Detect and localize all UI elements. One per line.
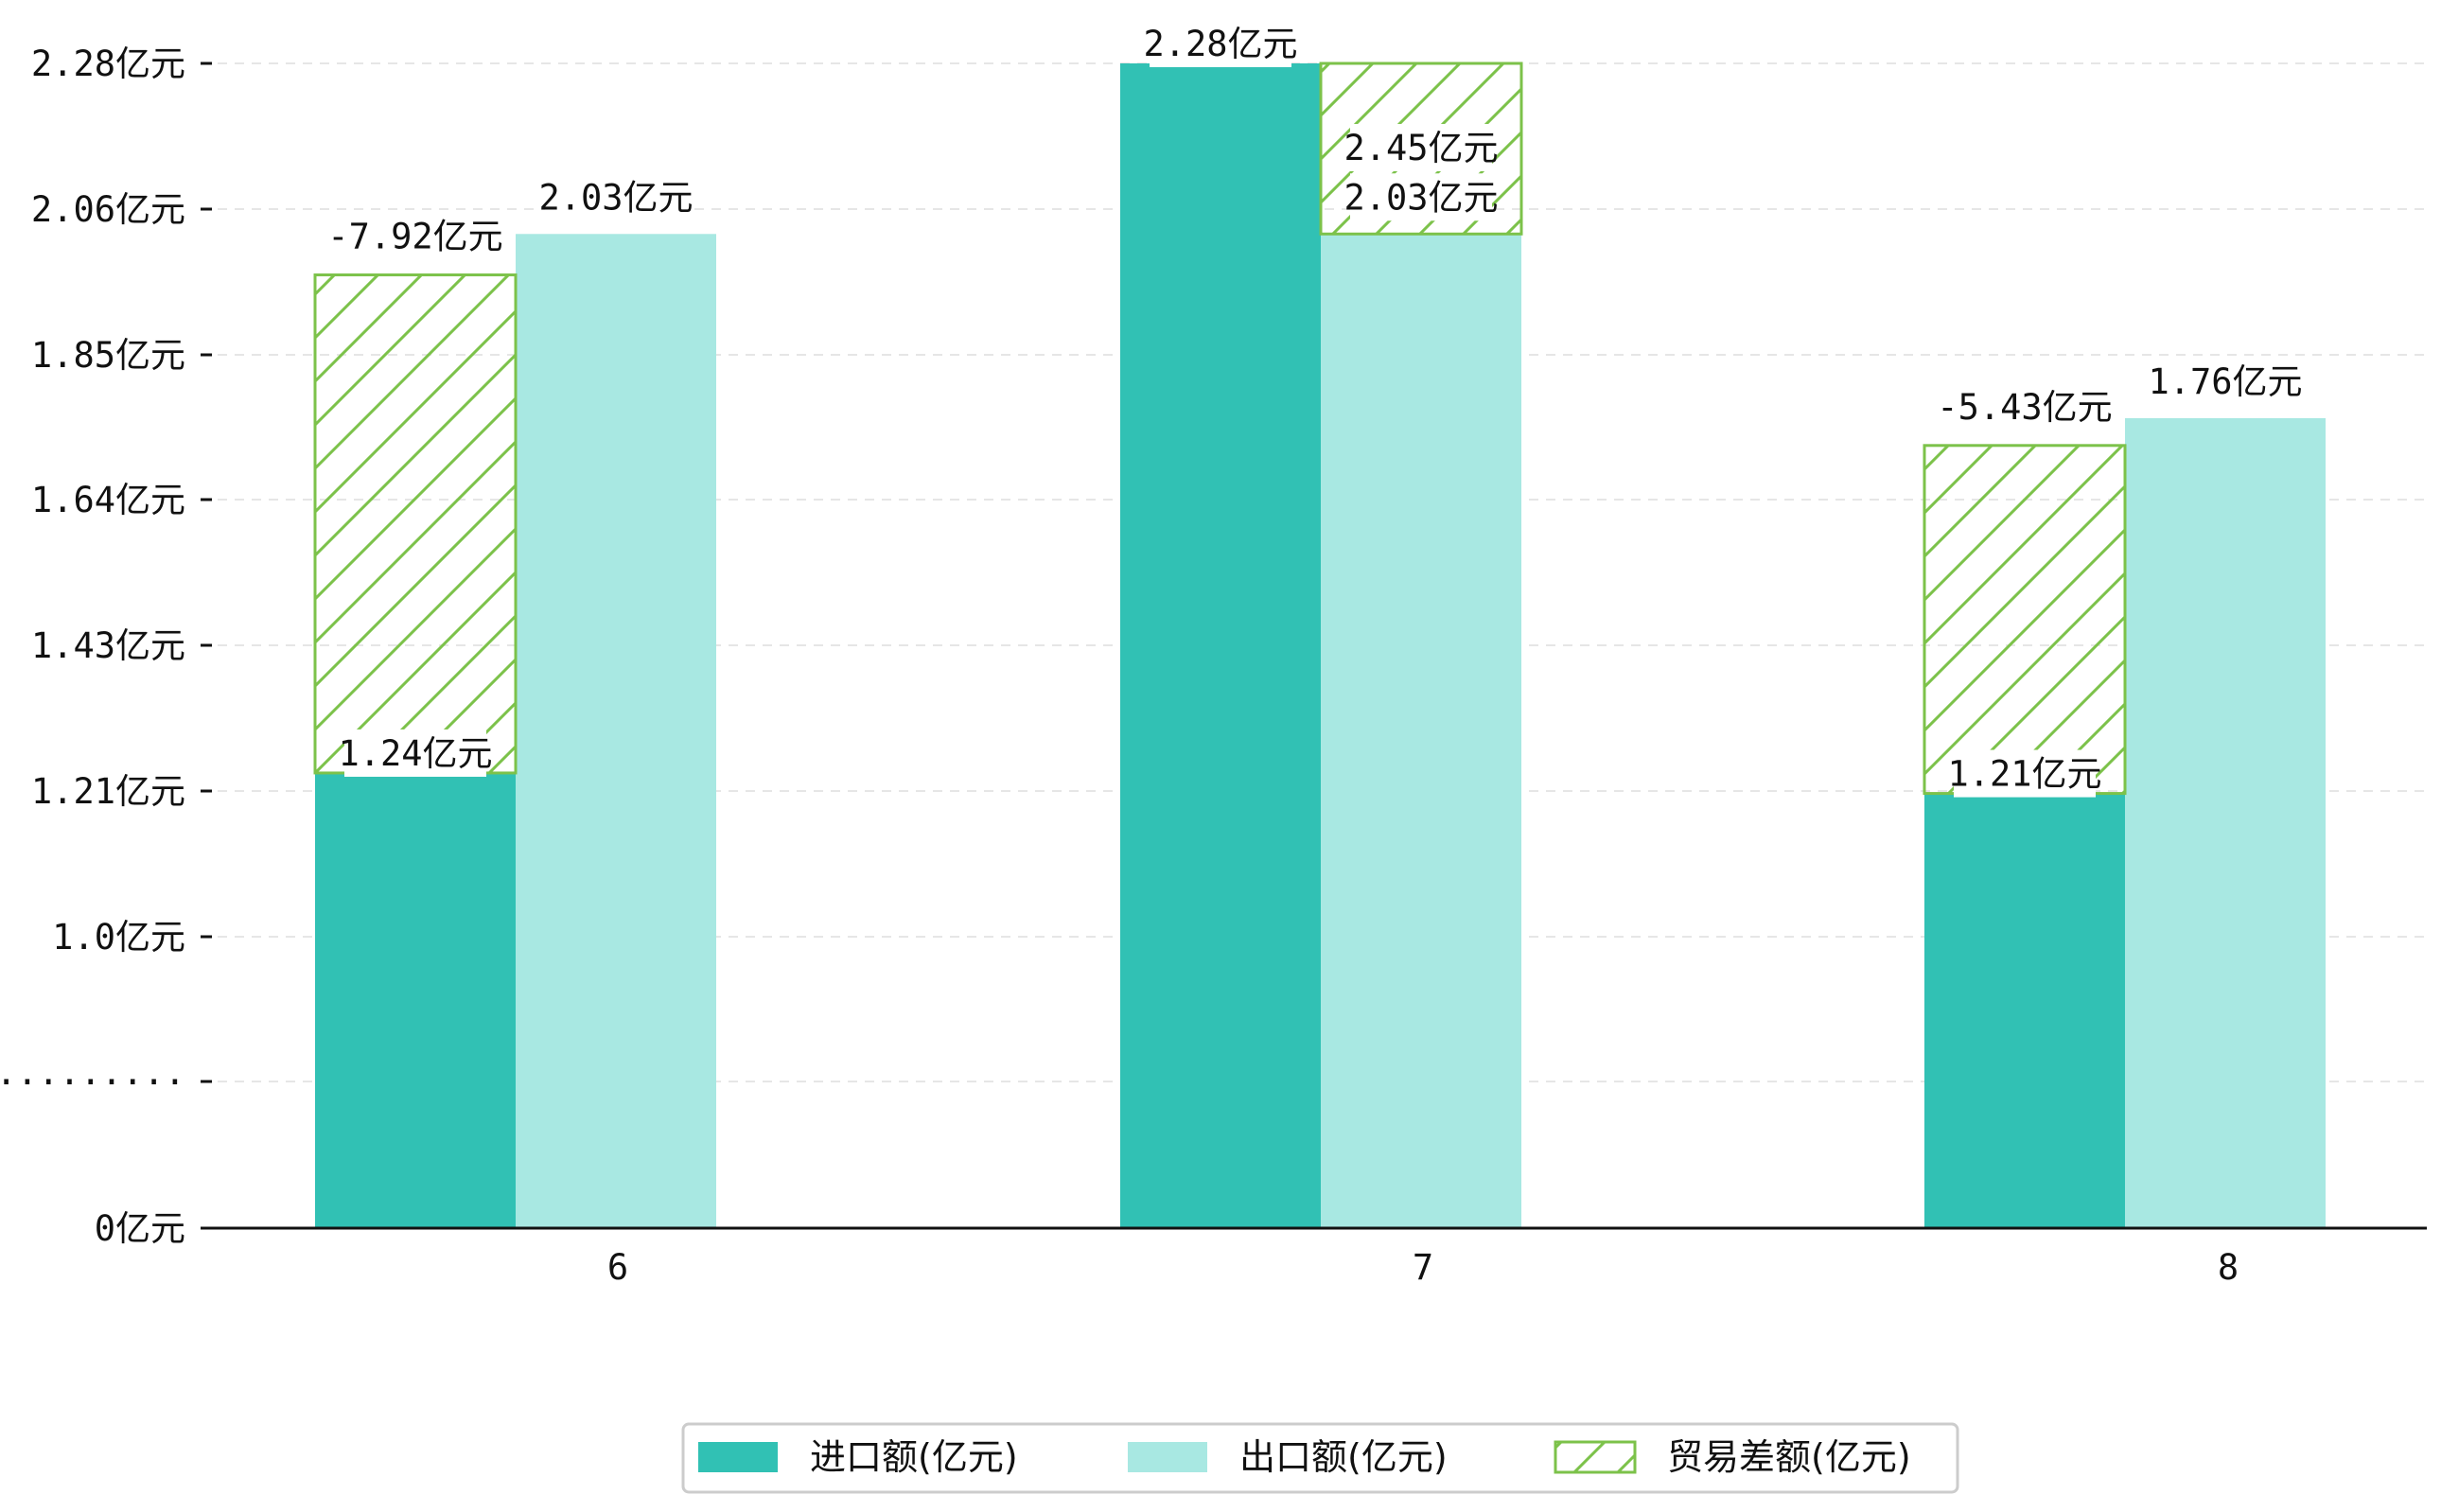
axes-layer: 0亿元 ········· 1.0亿元 1.21亿元 1.43亿元 1.64亿元 1.85亿… [0,44,2427,1288]
export-value-label: 2.03亿元 [538,177,693,218]
x-tick-label: 7 [1413,1247,1433,1288]
bars-layer [313,62,2326,1228]
import-bar [1120,63,1321,1228]
export-value-label: 2.03亿元 [1343,177,1498,218]
balance-bar [1923,444,2127,796]
export-bar [516,234,716,1228]
x-tick-label: 8 [2218,1247,2239,1288]
y-tick-label: ········· [0,1062,185,1102]
export-bar [2125,417,2326,1228]
export-value-label-bg [2154,357,2296,405]
legend: 进口额(亿元) 出口额(亿元) 贸易差额(亿元) [681,1422,1959,1494]
legend-swatch-balance [1554,1440,1637,1474]
data-labels-layer: 1.24亿元 2.03亿元 -7.92亿元 2.28亿元 2.03亿元 2.45亿元 1.2… [327,20,2303,798]
balance-value-label-bg [334,212,497,260]
y-tick-label: 0亿元 [95,1208,185,1249]
y-tick-label: 1.64亿元 [31,480,185,520]
y-tick-label: 2.28亿元 [31,44,185,84]
import-bar [315,772,516,1228]
y-tick-label: 1.85亿元 [31,335,185,376]
y-tick-label: 2.06亿元 [31,189,185,230]
export-value-label-bg [545,173,687,221]
export-value-label: 1.76亿元 [2148,361,2302,402]
legend-box [681,1422,1959,1494]
y-tick-label: 1.21亿元 [31,771,185,812]
legend-label: 进口额(亿元) [810,1436,1018,1478]
legend-label: 出口额(亿元) [1239,1436,1448,1478]
balance-value-label-bg [1350,124,1492,171]
legend-label: 贸易差额(亿元) [1667,1436,1911,1478]
import-value-label-bg [1954,749,2096,798]
export-value-label-bg [1350,173,1492,221]
import-value-label: 1.24亿元 [338,733,492,774]
balance-value-label: -7.92亿元 [327,217,502,257]
x-tick-label: 6 [607,1247,628,1288]
legend-swatch-import [698,1442,778,1472]
export-bar [1321,234,1521,1228]
balance-value-label: 2.45亿元 [1343,128,1498,168]
import-value-label: 1.21亿元 [1947,754,2101,795]
import-bar [1924,793,2125,1228]
import-value-label-bg [1150,20,1291,67]
import-value-label-bg [344,729,486,777]
y-tick-label: 1.43亿元 [31,625,185,666]
balance-value-label-bg [1943,382,2106,431]
import-value-label: 2.28亿元 [1143,24,1297,64]
y-tick-label: 1.0亿元 [52,917,185,958]
balance-value-label: -5.43亿元 [1937,387,2112,428]
legend-swatch-export [1128,1442,1207,1472]
balance-bar [313,273,518,775]
